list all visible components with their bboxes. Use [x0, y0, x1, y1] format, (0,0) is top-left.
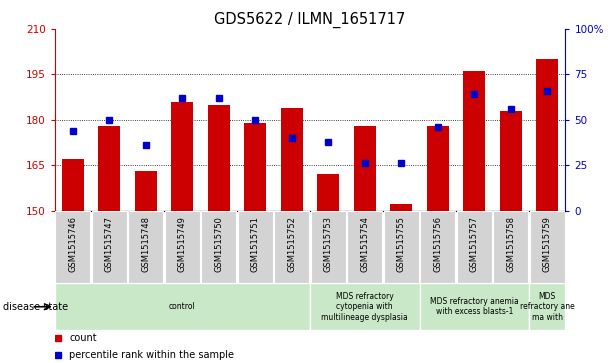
FancyBboxPatch shape: [310, 283, 420, 330]
FancyBboxPatch shape: [92, 211, 127, 283]
Text: MDS refractory
cytopenia with
multilineage dysplasia: MDS refractory cytopenia with multilinea…: [322, 292, 408, 322]
FancyBboxPatch shape: [493, 211, 528, 283]
Text: GSM1515756: GSM1515756: [434, 216, 442, 272]
FancyBboxPatch shape: [457, 211, 492, 283]
Text: GSM1515751: GSM1515751: [251, 216, 260, 272]
FancyBboxPatch shape: [201, 211, 237, 283]
Text: disease state: disease state: [3, 302, 68, 312]
Bar: [171, 102, 193, 211]
Text: GSM1515759: GSM1515759: [543, 216, 551, 272]
Text: GSM1515753: GSM1515753: [324, 216, 333, 272]
Text: GSM1515758: GSM1515758: [506, 216, 515, 272]
Title: GDS5622 / ILMN_1651717: GDS5622 / ILMN_1651717: [215, 12, 406, 28]
Text: MDS refractory anemia
with excess blasts-1: MDS refractory anemia with excess blasts…: [430, 297, 519, 317]
Text: count: count: [69, 334, 97, 343]
FancyBboxPatch shape: [128, 211, 164, 283]
FancyBboxPatch shape: [530, 211, 565, 283]
FancyBboxPatch shape: [347, 211, 382, 283]
Bar: [62, 159, 84, 211]
FancyBboxPatch shape: [420, 211, 455, 283]
Text: GSM1515754: GSM1515754: [361, 216, 369, 272]
Text: GSM1515752: GSM1515752: [288, 216, 296, 272]
Bar: [98, 126, 120, 211]
FancyBboxPatch shape: [384, 211, 419, 283]
Text: MDS
refractory ane
ma with: MDS refractory ane ma with: [520, 292, 575, 322]
Bar: [536, 59, 558, 211]
Text: GSM1515746: GSM1515746: [69, 216, 77, 272]
Text: GSM1515755: GSM1515755: [397, 216, 406, 272]
Bar: [463, 72, 485, 211]
Text: percentile rank within the sample: percentile rank within the sample: [69, 350, 234, 360]
Text: GSM1515749: GSM1515749: [178, 216, 187, 272]
FancyBboxPatch shape: [274, 211, 309, 283]
Bar: [244, 123, 266, 211]
FancyBboxPatch shape: [55, 283, 310, 330]
Bar: [208, 105, 230, 211]
Text: GSM1515750: GSM1515750: [215, 216, 223, 272]
Text: GSM1515747: GSM1515747: [105, 216, 114, 272]
Bar: [135, 171, 157, 211]
FancyBboxPatch shape: [238, 211, 273, 283]
FancyBboxPatch shape: [529, 283, 565, 330]
FancyBboxPatch shape: [311, 211, 346, 283]
Text: GSM1515748: GSM1515748: [142, 216, 150, 272]
Bar: [427, 126, 449, 211]
Bar: [390, 204, 412, 211]
Text: control: control: [169, 302, 196, 311]
FancyBboxPatch shape: [55, 211, 91, 283]
FancyBboxPatch shape: [165, 211, 200, 283]
Bar: [500, 111, 522, 211]
Bar: [317, 174, 339, 211]
Bar: [281, 108, 303, 211]
Text: GSM1515757: GSM1515757: [470, 216, 478, 272]
Bar: [354, 126, 376, 211]
FancyBboxPatch shape: [420, 283, 529, 330]
